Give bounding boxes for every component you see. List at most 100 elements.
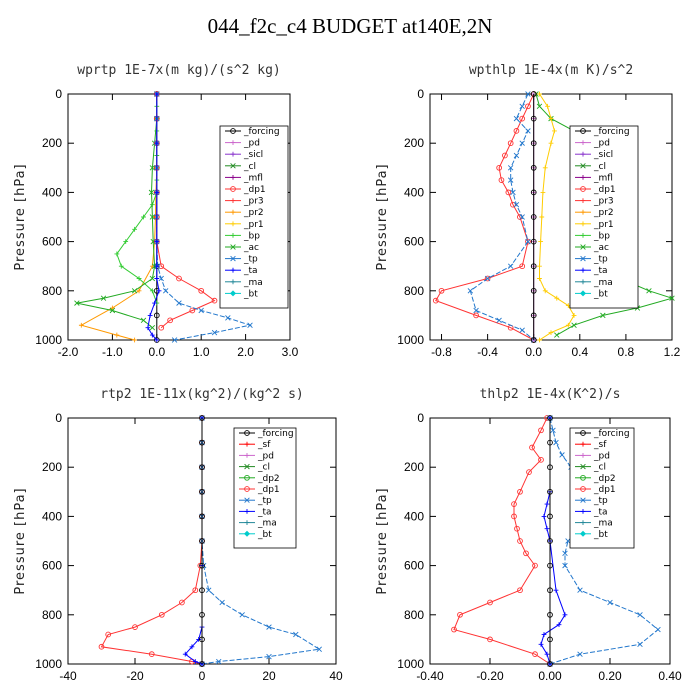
data-point-forcing xyxy=(199,464,205,471)
legend-label-forcing: _forcing xyxy=(243,127,280,137)
data-point-dp1 xyxy=(526,469,532,475)
legend-label-tp: _tp xyxy=(593,255,608,265)
data-point-ta xyxy=(189,644,195,650)
legend-marker-ma xyxy=(244,520,250,525)
data-point-dp1 xyxy=(189,307,196,314)
figure-title: 044_f2c_c4 BUDGET at140E,2N xyxy=(207,14,493,38)
data-point-forcing xyxy=(530,337,537,343)
legend-marker-dp1 xyxy=(580,186,586,192)
legend-marker-forcing xyxy=(580,430,586,436)
data-point-tp xyxy=(266,624,272,630)
data-point-pr1 xyxy=(537,91,542,97)
data-point-ta xyxy=(149,332,155,338)
data-point-tp xyxy=(198,307,204,314)
data-point-tp xyxy=(513,115,520,122)
data-point-forcing xyxy=(547,439,553,446)
legend-label-sf: _sf xyxy=(593,440,607,450)
data-point-pr1 xyxy=(539,214,545,220)
data-point-forcing xyxy=(547,611,553,618)
data-point-pr2 xyxy=(114,332,120,338)
x-tick-label: 2.0 xyxy=(237,345,254,359)
y-tick-label: 400 xyxy=(404,185,424,199)
data-point-dp1 xyxy=(505,189,512,196)
data-point-dp1 xyxy=(211,297,218,304)
x-tick-label: -0.20 xyxy=(476,669,504,683)
data-point-ac xyxy=(149,275,156,282)
data-point-tp xyxy=(525,91,531,97)
data-point-dp1 xyxy=(498,177,505,183)
data-point-tp xyxy=(158,275,164,282)
data-point-pr2 xyxy=(78,322,84,328)
x-tick-label: -0.40 xyxy=(416,669,444,683)
series-tp xyxy=(467,91,537,343)
legend-label-tp: _tp xyxy=(243,255,258,265)
data-point-ta xyxy=(541,514,547,519)
data-point-ta xyxy=(154,140,160,146)
legend-marker-sicl xyxy=(230,151,236,157)
legend-marker-ta xyxy=(580,267,586,273)
x-tick-label: -20 xyxy=(126,669,144,683)
legend-label-pd: _pd xyxy=(257,451,274,461)
y-tick-label: 1000 xyxy=(397,657,424,671)
data-point-dp1 xyxy=(179,599,185,606)
x-tick-label: 0.0 xyxy=(525,345,542,359)
data-point-dp1 xyxy=(517,587,523,594)
series-forcing xyxy=(547,415,553,667)
data-point-dp1 xyxy=(532,651,538,658)
data-point-dp1 xyxy=(517,538,523,544)
data-point-tp xyxy=(496,317,502,324)
series-forcing xyxy=(530,91,537,343)
y-tick-label: 800 xyxy=(404,608,424,622)
legend-label-pr1: _pr1 xyxy=(593,220,614,230)
legend-label-cl: _cl xyxy=(593,162,606,172)
data-point-bp xyxy=(136,276,142,281)
data-point-ta xyxy=(147,313,153,318)
panel-title: wpthlp 1E-4x(m K)/s^2 xyxy=(469,63,633,78)
data-point-tp xyxy=(510,189,516,196)
data-point-tp xyxy=(519,214,525,220)
panel-title: rtp2 1E-11x(kg^2)/(kg^2 s) xyxy=(100,387,304,402)
data-point-pr2 xyxy=(132,337,137,343)
legend-marker-pd xyxy=(580,453,586,458)
data-point-dp1 xyxy=(148,651,155,658)
series-dp1 xyxy=(451,415,553,667)
y-tick-label: 1000 xyxy=(397,333,424,347)
data-point-forcing xyxy=(199,611,205,618)
legend-marker-dp1 xyxy=(580,486,586,492)
data-point-pr1 xyxy=(540,190,546,195)
data-point-tp xyxy=(562,550,568,557)
data-point-ac xyxy=(131,288,138,294)
data-point-forcing xyxy=(199,636,205,643)
x-tick-label: -1.0 xyxy=(102,345,123,359)
data-point-dp1 xyxy=(519,263,526,270)
data-point-pr1 xyxy=(542,165,548,171)
data-point-dp1 xyxy=(132,624,138,630)
legend-label-cl: _cl xyxy=(243,162,256,172)
data-point-ta xyxy=(544,651,550,657)
legend-label-bp: _bp xyxy=(593,231,610,241)
legend-marker-sf xyxy=(580,441,586,447)
legend-marker-mfl xyxy=(580,175,586,180)
panel-title: thlp2 1E-4x(K^2)/s xyxy=(480,387,621,402)
data-point-forcing xyxy=(547,488,553,495)
data-point-ac xyxy=(536,103,543,110)
data-point-forcing xyxy=(530,189,537,196)
data-point-tp xyxy=(219,599,225,606)
data-point-ac xyxy=(149,324,156,331)
legend-label-dp1: _dp1 xyxy=(593,485,616,495)
data-point-forcing xyxy=(530,140,537,147)
data-point-ta xyxy=(538,641,544,647)
legend-marker-dp2 xyxy=(244,474,250,481)
series-pr2 xyxy=(78,91,160,343)
legend-marker-ta xyxy=(244,509,250,514)
legend-label-dp2: _dp2 xyxy=(257,474,280,484)
legend-label-cl: _cl xyxy=(257,463,270,473)
legend: _forcing_sf_pd _cl_dp2_dp1_tp_ta _ma_bt xyxy=(569,427,635,549)
data-point-ta xyxy=(544,501,550,507)
panel-4: thlp2 1E-4x(K^2)/s Pressure [hPa] -0.40 -0.… xyxy=(375,387,682,683)
data-point-ta xyxy=(182,651,188,657)
legend-label-dp1: _dp1 xyxy=(243,185,266,195)
legend-label-ma: _ma xyxy=(593,519,613,529)
data-point-dp1 xyxy=(167,317,173,324)
